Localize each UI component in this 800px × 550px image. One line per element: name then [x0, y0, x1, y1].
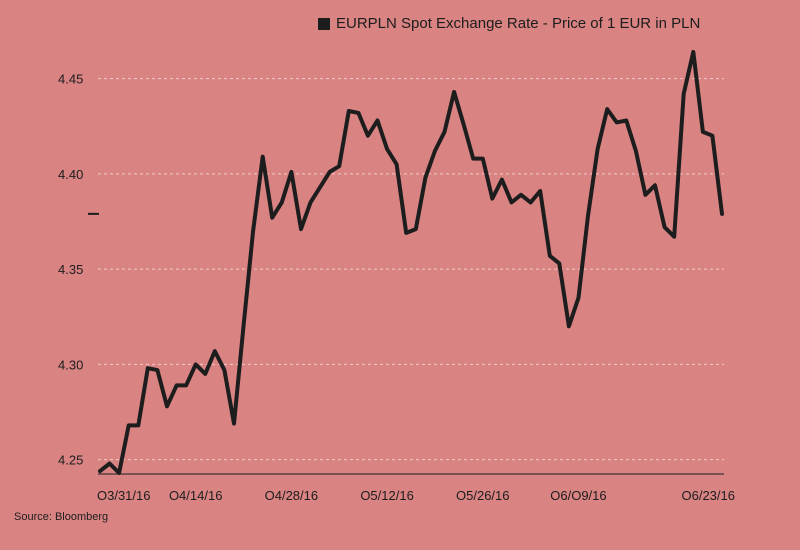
x-tick-label: O6/O9/16 — [550, 488, 606, 503]
legend: EURPLN Spot Exchange Rate - Price of 1 E… — [318, 15, 700, 32]
x-tick-label: O4/28/16 — [265, 488, 319, 503]
y-tick-label: 4.25 — [58, 453, 83, 468]
x-tick-label: O5/26/16 — [456, 488, 510, 503]
y-tick-label: 4.30 — [58, 357, 83, 372]
x-tick-label: O5/12/16 — [360, 488, 414, 503]
gridlines — [98, 78, 724, 461]
y-tick-label: 4.35 — [58, 262, 83, 277]
x-tick-label: O3/31/16 — [97, 488, 151, 503]
series-line — [98, 49, 724, 475]
source-note: Source: Bloomberg — [14, 511, 109, 523]
x-tick-label: O6/23/16 — [682, 488, 736, 503]
x-axis: O3/31/16 O4/14/16 O4/28/16 O5/12/16 O5/26/16… — [97, 473, 736, 503]
y-tick-label: 4.40 — [58, 167, 83, 182]
legend-swatch — [318, 17, 330, 30]
y-tick-label: 4.45 — [58, 72, 83, 87]
x-tick-label: O4/14/16 — [169, 488, 223, 503]
legend-label: EURPLN Spot Exchange Rate - Price of 1 E… — [336, 15, 701, 32]
y-axis: 4.25 4.30 4.35 4.40 4.45 — [58, 72, 99, 468]
